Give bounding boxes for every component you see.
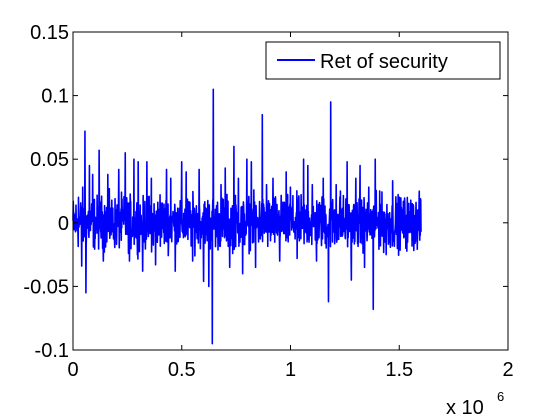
x-tick-label: 1.5	[385, 359, 413, 381]
x-axis-exponent-power: 6	[497, 389, 504, 404]
y-tick-label: 0.1	[41, 86, 69, 108]
ticks-layer: 0 0.5 1 1.5 2 -0.1 -0.05 0 0.05 0.1 0.15	[23, 22, 513, 381]
series-layer	[72, 88, 422, 345]
x-tick-label: 1	[285, 359, 296, 381]
y-tick-label: -0.05	[23, 276, 69, 298]
series-line-ret-of-security	[72, 88, 422, 345]
y-tick-label: 0	[58, 213, 69, 235]
legend: Ret of security	[265, 41, 501, 80]
y-tick-label: 0.15	[30, 22, 69, 44]
legend-entry-label: Ret of security	[320, 51, 448, 73]
x-axis-exponent: x 10	[446, 397, 484, 419]
y-tick-label: 0.05	[30, 149, 69, 171]
y-tick-label: -0.1	[35, 340, 69, 362]
x-tick-label: 0	[67, 359, 78, 381]
x-tick-label: 0.5	[168, 359, 196, 381]
x-tick-label: 2	[502, 359, 513, 381]
